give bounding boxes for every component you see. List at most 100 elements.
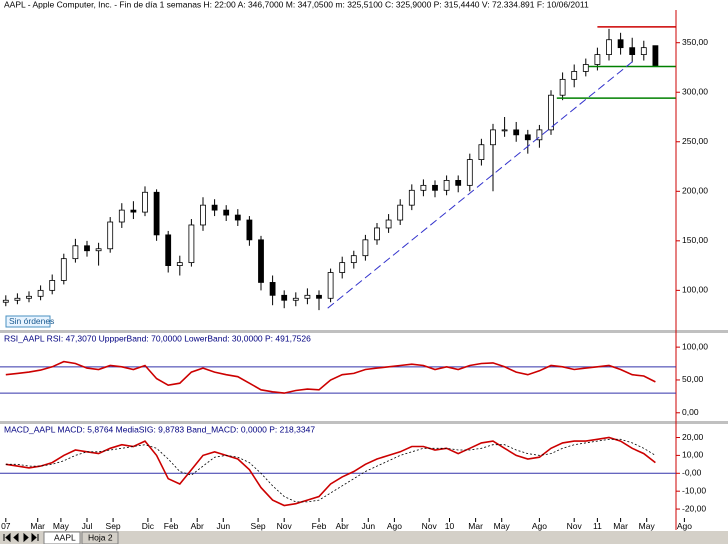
y-tick-label: -0,00: [682, 468, 702, 478]
tab-label[interactable]: AAPL: [54, 532, 76, 542]
x-tick-label: Jun: [361, 521, 375, 531]
x-tick-label: Jun: [216, 521, 230, 531]
candle-body: [95, 248, 102, 252]
x-tick-label: Feb: [164, 521, 179, 531]
y-tick-label: 20,00: [682, 432, 704, 442]
candle-body: [327, 272, 334, 299]
tab-label[interactable]: Hoja 2: [88, 532, 113, 542]
candle-body: [374, 227, 380, 241]
x-tick-label: May: [494, 521, 511, 531]
x-tick-label: 11: [593, 521, 602, 531]
y-tick-label: 150,00: [682, 235, 708, 245]
candle-body: [385, 219, 392, 229]
candle-body: [60, 258, 67, 281]
x-tick-label: Ago: [532, 521, 547, 531]
candle-body: [350, 255, 357, 264]
candle-body: [629, 47, 636, 55]
candle-body: [397, 204, 404, 221]
candle-body: [640, 47, 647, 55]
y-tick-label: -20,00: [682, 503, 706, 513]
candle-body: [316, 294, 322, 299]
candle-body: [606, 39, 612, 55]
series-line: [5, 438, 656, 503]
candle-body: [188, 224, 195, 264]
y-tick-label: 0,00: [682, 407, 699, 417]
candle-body: [2, 299, 9, 303]
series-line: [5, 436, 656, 507]
candle-body: [420, 184, 427, 191]
candle-body: [118, 209, 125, 223]
x-tick-label: 10: [445, 521, 455, 531]
y-tick-label: 100,00: [682, 341, 708, 351]
candle-body: [536, 129, 543, 141]
nav-buttons[interactable]: [3, 532, 39, 543]
x-tick-label: Nov: [567, 521, 583, 531]
candle-body: [223, 209, 230, 216]
candle-body: [258, 239, 264, 283]
y-tick-label: 10,00: [682, 450, 704, 460]
candle-body: [269, 282, 276, 296]
candle-body: [176, 262, 183, 266]
candle-body: [455, 180, 462, 186]
candle-body: [432, 184, 438, 191]
candle-body: [200, 204, 206, 226]
candle-body: [490, 129, 496, 146]
candle-body: [548, 94, 554, 131]
y-tick-label: 350,00: [682, 37, 708, 47]
candle-body: [304, 294, 311, 299]
x-tick-label: Mar: [468, 521, 483, 531]
x-tick-label: Dic: [142, 521, 155, 531]
y-tick-label: -10,00: [682, 485, 706, 495]
candle-body: [652, 45, 659, 67]
trend-line: [327, 59, 636, 309]
candle-body: [142, 191, 148, 213]
panel-separator: [0, 330, 728, 333]
x-tick-label: Sep: [251, 521, 266, 531]
candle-body: [26, 295, 32, 299]
tab[interactable]: [81, 531, 119, 544]
candle-body: [49, 280, 56, 291]
orders-button[interactable]: [5, 315, 51, 328]
x-tick-label: Sep: [106, 521, 121, 531]
x-tick-label: May: [639, 521, 656, 531]
candle-body: [339, 262, 346, 273]
y-tick-label: 250,00: [682, 136, 708, 146]
x-tick-label: Ago: [677, 521, 692, 531]
tab-bar: [0, 531, 728, 544]
candle-body: [478, 144, 485, 160]
y-tick-label: 100,00: [682, 285, 708, 295]
candle-body: [292, 297, 299, 301]
candle-body: [571, 71, 578, 80]
candle-body: [443, 180, 450, 191]
candle-body: [524, 134, 531, 141]
y-tick-label: 200,00: [682, 186, 708, 196]
tab-active[interactable]: [43, 531, 81, 544]
x-tick-label: Abr: [336, 521, 349, 531]
candle-body: [165, 234, 172, 266]
x-tick-label: Ago: [387, 521, 402, 531]
x-tick-label: Mar: [613, 521, 628, 531]
y-tick-label: 300,00: [682, 86, 708, 96]
panel-title: MACD_AAPL MACD: 5,8764 MediaSIG: 9,8783 …: [4, 424, 315, 434]
x-tick-label: Nov: [277, 521, 293, 531]
candle-body: [582, 64, 589, 72]
candle-body: [130, 209, 137, 213]
candle-body: [107, 221, 114, 250]
candle-body: [153, 191, 160, 236]
y-tick-label: 50,00: [682, 374, 704, 384]
candle-body: [362, 239, 369, 257]
candle-body: [617, 39, 624, 49]
candle-body: [513, 129, 520, 136]
nav-arrows[interactable]: [3, 532, 39, 543]
candle-body: [14, 297, 21, 301]
candle-body: [246, 219, 253, 241]
candle-body: [37, 289, 44, 297]
candle-body: [559, 78, 566, 96]
x-tick-label: Feb: [312, 521, 327, 531]
orders-button-label[interactable]: Sin órdenes: [9, 316, 54, 326]
x-tick-label: May: [53, 521, 70, 531]
candle-body: [234, 214, 241, 221]
candle-body: [466, 159, 473, 186]
